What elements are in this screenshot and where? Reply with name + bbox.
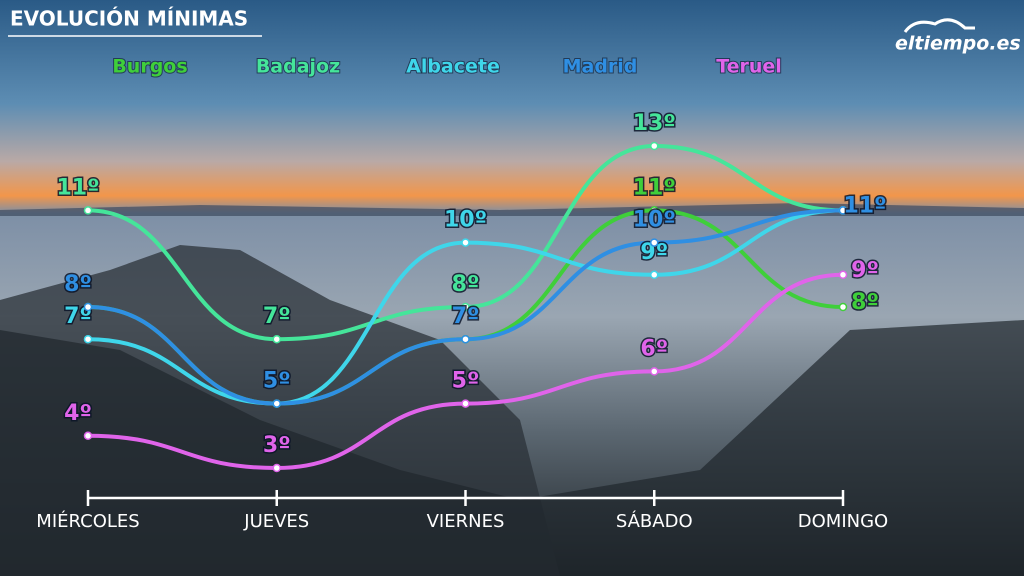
value-label: 5º <box>452 369 480 394</box>
legend-label: Albacete <box>406 56 500 78</box>
point <box>838 302 848 312</box>
value-label: 9º <box>851 258 879 283</box>
x-tick-label: MIÉRCOLES <box>36 510 139 532</box>
point <box>83 334 93 344</box>
legend-label: Madrid <box>563 56 638 78</box>
point <box>838 270 848 280</box>
value-label: 4º <box>64 401 92 426</box>
value-label: 8º <box>64 272 92 297</box>
point <box>272 463 281 473</box>
point <box>650 238 659 247</box>
point <box>650 141 659 151</box>
logo: eltiempo.es <box>895 33 1021 55</box>
value-label: 11º <box>633 175 676 200</box>
point <box>650 367 659 376</box>
point <box>272 399 281 408</box>
value-label: 13º <box>633 111 676 136</box>
legend-label: Teruel <box>716 56 782 78</box>
value-label: 11º <box>843 193 886 218</box>
value-label: 8º <box>452 272 480 297</box>
point <box>461 238 470 247</box>
point <box>650 270 659 280</box>
point <box>83 302 93 312</box>
value-label: 8º <box>851 290 879 315</box>
legend-label: Burgos <box>112 56 187 78</box>
value-label: 10º <box>633 208 676 233</box>
value-label: 5º <box>263 369 291 394</box>
x-tick-label: DOMINGO <box>798 511 888 532</box>
x-tick-label: JUEVES <box>243 511 309 532</box>
point <box>461 334 470 344</box>
value-label: 7º <box>263 304 291 329</box>
series-line <box>86 208 845 406</box>
title: EVOLUCIÓN MÍNIMAS <box>10 7 248 31</box>
value-label: 3º <box>263 433 291 458</box>
value-label: 7º <box>452 304 480 329</box>
legend-label: Badajoz <box>256 56 340 78</box>
x-tick-label: SÁBADO <box>616 510 693 532</box>
point <box>461 399 470 408</box>
point <box>83 206 93 215</box>
point <box>838 206 848 215</box>
logo-cloud <box>903 18 975 33</box>
x-tick-label: VIERNES <box>427 511 505 532</box>
point <box>461 302 470 312</box>
far-mountains <box>0 203 1024 216</box>
point <box>650 206 659 215</box>
point <box>83 431 93 441</box>
point <box>272 334 281 344</box>
value-label: 10º <box>444 208 487 233</box>
foreground-hills <box>0 320 1024 576</box>
value-label: 6º <box>640 336 668 361</box>
value-label: 11º <box>56 175 99 200</box>
